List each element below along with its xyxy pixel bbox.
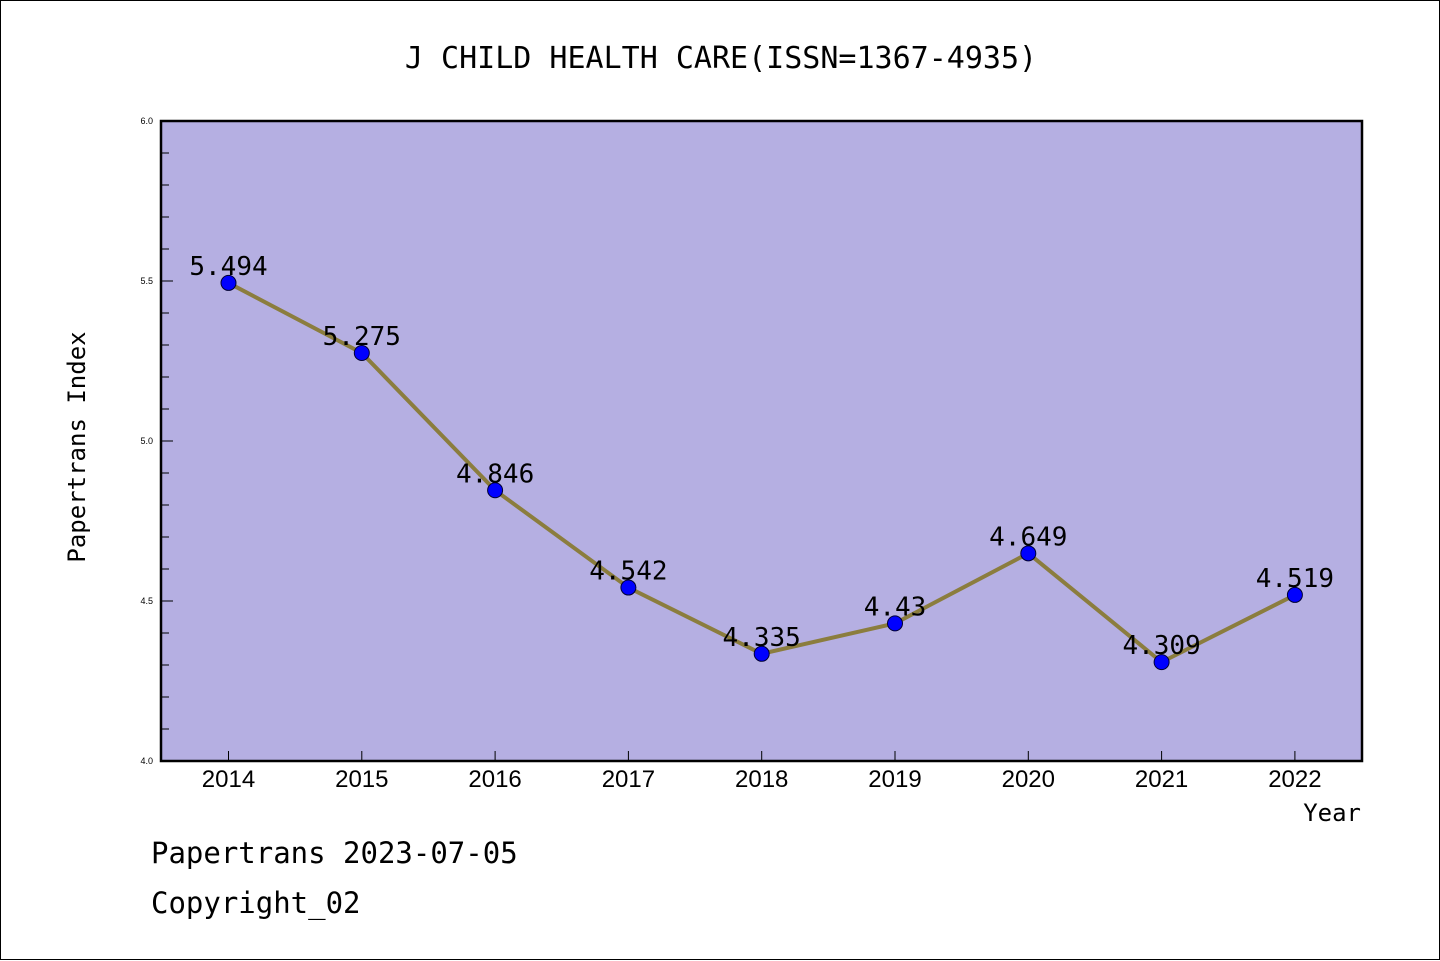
data-label: 4.649 (989, 522, 1067, 552)
series-line-group (220, 274, 1303, 671)
y-tick-label: 4.5 (140, 596, 153, 606)
x-tick-label: 2017 (602, 766, 655, 793)
data-point-marker (887, 615, 903, 632)
y-axis-title: Papertrans Index (63, 331, 91, 562)
y-tick-label: 5.5 (140, 276, 153, 286)
data-point-marker (620, 579, 637, 596)
data-label: 4.519 (1256, 564, 1334, 594)
data-label: 4.43 (864, 592, 927, 622)
data-point-marker (353, 345, 370, 361)
data-label-group: 5.494 5.275 4.846 4.542 4.335 4.43 4.649 4.309 4… (189, 252, 1334, 661)
data-label: 4.309 (1122, 631, 1200, 661)
data-point-marker (220, 274, 237, 291)
x-tick-label: 2014 (202, 766, 255, 793)
x-tick-label: 2016 (468, 766, 521, 793)
x-tick-label: 2020 (1002, 766, 1055, 793)
y-tick-label: 4.0 (140, 756, 153, 766)
data-point-marker (1020, 545, 1037, 562)
x-tick-label: 2022 (1268, 766, 1321, 793)
y-axis: 4.0 4.5 5.0 5.5 6.0 (140, 116, 173, 766)
x-tick-label: 2015 (335, 766, 388, 793)
x-tick-label: 2021 (1135, 766, 1188, 793)
data-point-marker (1286, 586, 1303, 603)
data-label: 5.494 (189, 252, 267, 282)
data-label: 4.335 (723, 623, 801, 653)
x-tick-label: 2018 (735, 766, 788, 793)
y-tick-label: 5.0 (140, 436, 153, 446)
data-label: 4.846 (456, 459, 534, 489)
y-tick-label: 6.0 (140, 116, 153, 126)
chart-title: J CHILD HEALTH CARE(ISSN=1367-4935) (405, 41, 1037, 76)
footer-date-text: Papertrans 2023-07-05 (151, 836, 518, 870)
x-tick-label: 2019 (868, 766, 921, 793)
data-label: 4.542 (589, 557, 667, 587)
x-axis: 2014 2015 2016 2017 2018 2019 2020 2021 2022 (202, 751, 1322, 793)
footer-copyright-text: Copyright_02 (151, 886, 361, 920)
x-axis-title: Year (1303, 799, 1361, 827)
data-label: 5.275 (323, 322, 401, 352)
plot-area (159, 119, 1364, 763)
data-point-marker (487, 482, 504, 499)
data-point-marker (753, 645, 770, 662)
data-point-marker (1153, 654, 1170, 671)
